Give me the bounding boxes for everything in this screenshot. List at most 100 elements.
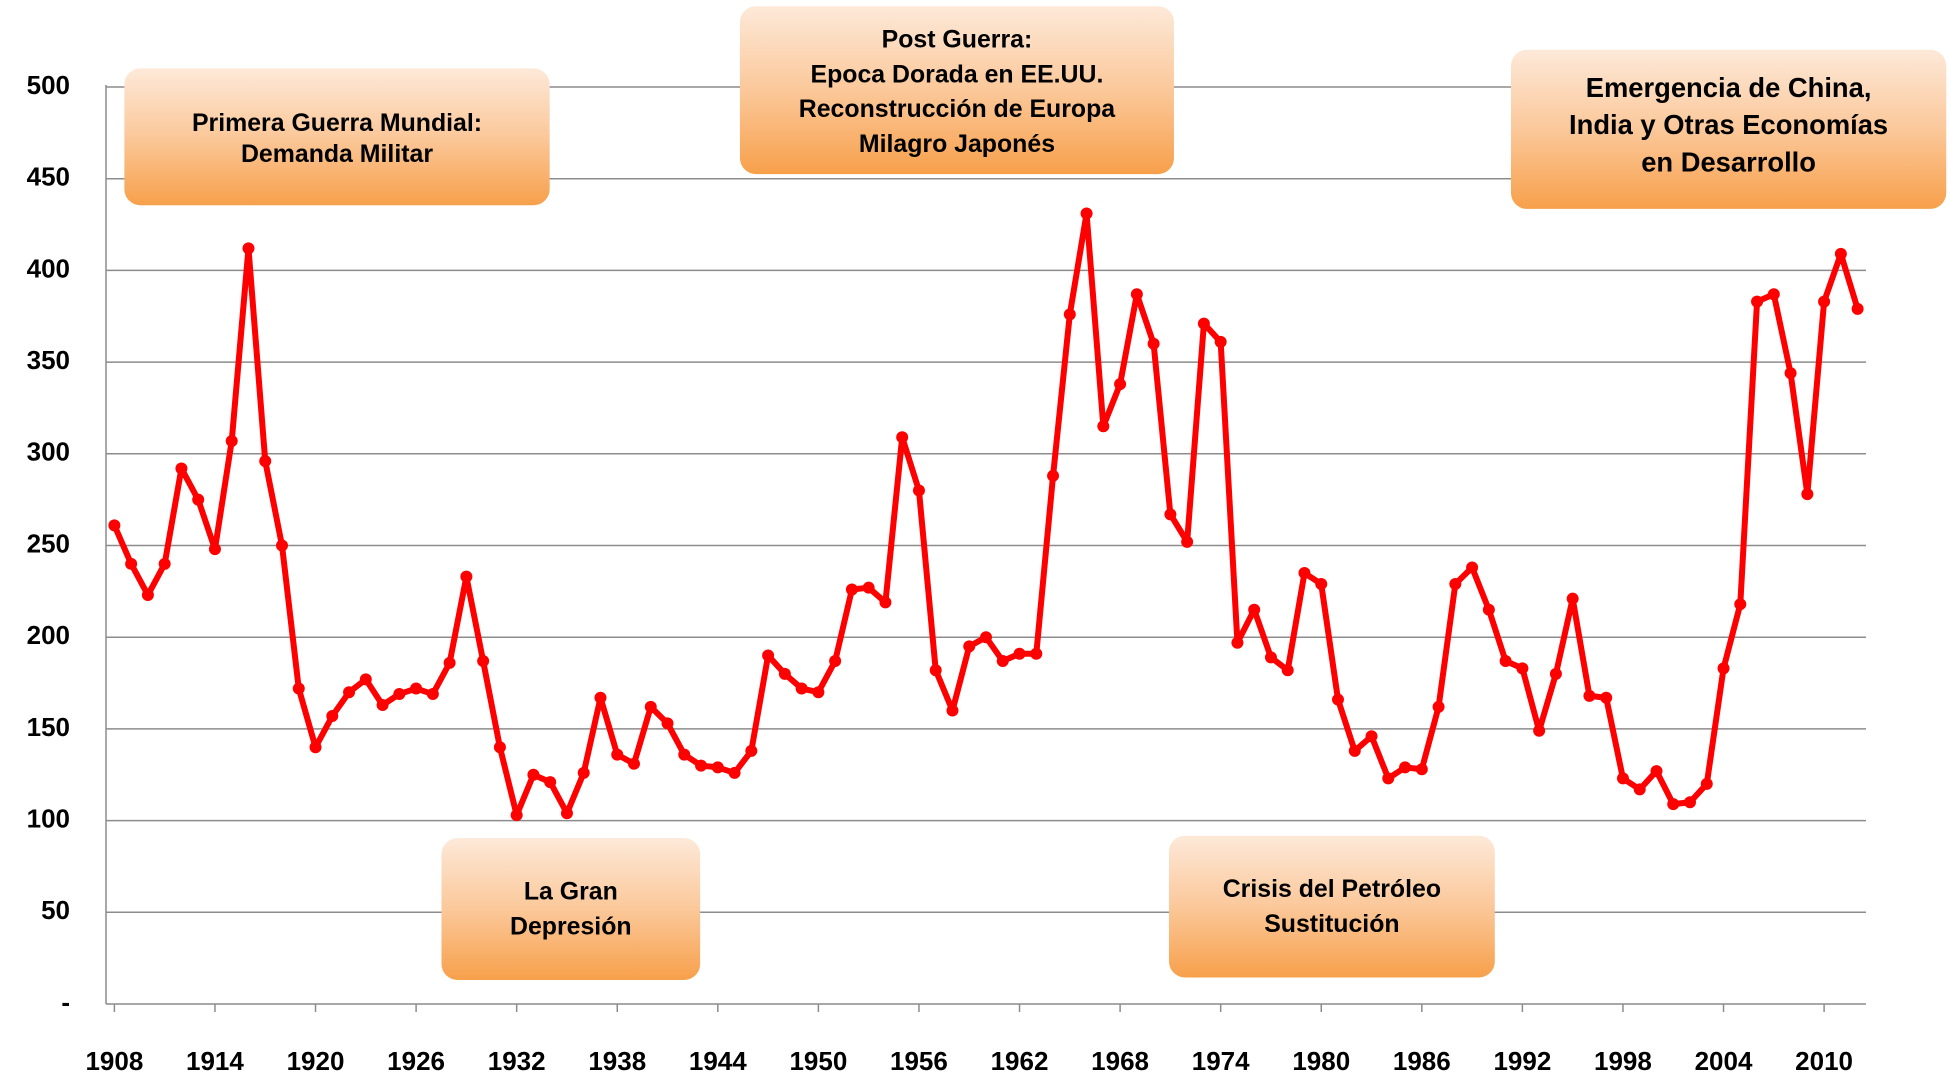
data-point bbox=[175, 462, 188, 475]
data-point bbox=[879, 596, 892, 609]
data-point bbox=[510, 809, 523, 822]
data-point bbox=[1600, 691, 1613, 704]
data-point bbox=[309, 741, 322, 754]
data-point bbox=[1298, 567, 1311, 580]
x-tick-label: 1956 bbox=[890, 1046, 948, 1076]
data-point bbox=[912, 484, 925, 497]
data-point bbox=[1399, 761, 1412, 774]
data-point bbox=[1147, 337, 1160, 350]
data-point bbox=[426, 688, 439, 701]
data-point bbox=[376, 699, 389, 712]
x-tick-label: 2010 bbox=[1795, 1046, 1853, 1076]
data-point bbox=[1784, 367, 1797, 380]
x-tick-label: 1908 bbox=[85, 1046, 143, 1076]
data-point bbox=[326, 710, 339, 723]
x-tick-label: 1914 bbox=[186, 1046, 244, 1076]
data-point bbox=[1767, 288, 1780, 301]
data-point bbox=[158, 557, 171, 570]
x-tick-label: 1968 bbox=[1091, 1046, 1149, 1076]
annotation-text: en Desarrollo bbox=[1641, 146, 1816, 177]
data-point bbox=[359, 673, 372, 686]
y-tick-label: - bbox=[61, 987, 70, 1017]
data-point bbox=[644, 700, 657, 713]
y-tick-label: 200 bbox=[27, 620, 70, 650]
annotation-box bbox=[1168, 835, 1495, 978]
data-point bbox=[1616, 772, 1629, 785]
annotation-text: Crisis del Petróleo bbox=[1223, 875, 1441, 903]
x-tick-label: 1986 bbox=[1393, 1046, 1451, 1076]
annotation-box bbox=[441, 838, 701, 980]
annotation-box bbox=[124, 68, 550, 206]
data-point bbox=[661, 717, 674, 730]
data-point bbox=[560, 807, 573, 820]
data-point bbox=[1700, 777, 1713, 790]
x-tick-label: 1998 bbox=[1594, 1046, 1652, 1076]
data-point bbox=[292, 682, 305, 695]
data-point bbox=[1633, 783, 1646, 796]
data-point bbox=[1214, 335, 1227, 348]
data-point bbox=[594, 691, 607, 704]
annotation-text: Reconstrucción de Europa bbox=[799, 95, 1116, 123]
data-point bbox=[929, 664, 942, 677]
data-point bbox=[1432, 700, 1445, 713]
data-point bbox=[443, 656, 456, 669]
y-tick-label: 500 bbox=[27, 70, 70, 100]
data-point bbox=[963, 640, 976, 653]
annotation-text: Milagro Japonés bbox=[859, 130, 1055, 158]
x-tick-label: 1938 bbox=[588, 1046, 646, 1076]
data-point bbox=[778, 667, 791, 680]
data-point bbox=[544, 776, 557, 789]
data-point bbox=[728, 766, 741, 779]
data-point bbox=[1549, 667, 1562, 680]
y-tick-label: 50 bbox=[41, 895, 70, 925]
x-tick-label: 1980 bbox=[1292, 1046, 1350, 1076]
x-tick-label: 1944 bbox=[689, 1046, 747, 1076]
data-point bbox=[1063, 308, 1076, 321]
data-point bbox=[1851, 302, 1864, 315]
annotation-text: Epoca Dorada en EE.UU. bbox=[811, 60, 1104, 88]
data-point bbox=[577, 766, 590, 779]
data-point bbox=[477, 655, 490, 668]
data-point bbox=[1667, 798, 1680, 811]
annotation-text: Demanda Militar bbox=[241, 140, 433, 168]
data-point bbox=[1164, 508, 1177, 521]
annotation-text: Primera Guerra Mundial: bbox=[192, 109, 482, 137]
annotation-text: Sustitución bbox=[1264, 910, 1399, 938]
data-point bbox=[1248, 603, 1261, 616]
data-point bbox=[711, 761, 724, 774]
data-point bbox=[1415, 763, 1428, 776]
data-point bbox=[812, 686, 825, 699]
data-point bbox=[1516, 662, 1529, 675]
data-point bbox=[242, 242, 255, 255]
data-point bbox=[1332, 693, 1344, 706]
data-point bbox=[1281, 664, 1294, 677]
data-point bbox=[611, 748, 624, 761]
data-point bbox=[1097, 420, 1110, 433]
y-tick-label: 250 bbox=[27, 528, 70, 558]
data-point bbox=[795, 682, 808, 695]
x-tick-label: 1932 bbox=[488, 1046, 546, 1076]
data-point bbox=[1348, 744, 1361, 757]
x-tick-label: 1992 bbox=[1493, 1046, 1551, 1076]
data-point bbox=[946, 704, 959, 717]
data-point bbox=[829, 655, 842, 668]
data-point bbox=[1818, 295, 1831, 308]
data-point bbox=[745, 744, 758, 757]
data-point bbox=[1114, 378, 1127, 391]
data-point bbox=[1080, 207, 1093, 220]
y-tick-label: 350 bbox=[27, 345, 70, 375]
data-point bbox=[1751, 295, 1764, 308]
data-point bbox=[1482, 603, 1495, 616]
x-tick-label: 1974 bbox=[1192, 1046, 1250, 1076]
data-point bbox=[1365, 730, 1378, 743]
data-point bbox=[1650, 765, 1663, 778]
data-point bbox=[1734, 598, 1747, 611]
annotation-box bbox=[1510, 49, 1947, 209]
data-point bbox=[410, 682, 423, 695]
data-point bbox=[1466, 561, 1479, 574]
data-point bbox=[845, 583, 858, 596]
data-point bbox=[192, 493, 205, 506]
data-point bbox=[1264, 651, 1277, 664]
data-point bbox=[695, 759, 708, 772]
